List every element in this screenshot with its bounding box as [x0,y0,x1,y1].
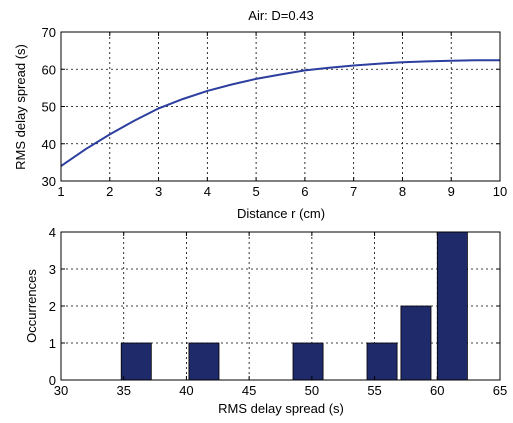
line-plot-x-tick-label: 5 [252,184,259,199]
line-plot-y-ticks: 30 40 50 60 70 [42,25,500,189]
histogram-x-tick-label: 30 [54,383,68,398]
line-plot-title: Air: D=0.43 [248,8,313,23]
histogram-x-tick-label: 35 [116,383,130,398]
histogram-y-tick-label: 0 [49,373,56,388]
line-plot-x-tick-label: 2 [106,184,113,199]
line-plot: Air: D=0.43 1 2 3 4 5 6 7 8 9 10 30 40 50 60 70 Dista… [13,8,507,221]
line-plot-y-label: RMS delay spread (s) [13,44,28,170]
line-plot-y-tick-label: 30 [42,174,56,189]
line-plot-x-tick-label: 6 [301,184,308,199]
line-plot-y-tick-label: 70 [42,25,56,40]
line-plot-y-tick-label: 40 [42,137,56,152]
histogram-x-tick-label: 40 [179,383,193,398]
histogram-y-tick-label: 4 [49,225,56,240]
histogram-bars [120,231,468,381]
line-plot-x-tick-label: 9 [448,184,455,199]
histogram-bar [292,342,324,381]
line-plot-y-tick-label: 60 [42,62,56,77]
line-plot-x-ticks: 1 2 3 4 5 6 7 8 9 10 [57,32,507,199]
line-plot-x-tick-label: 7 [350,184,357,199]
histogram-bar [400,305,432,381]
line-plot-x-tick-label: 1 [57,184,64,199]
line-plot-x-label: Distance r (cm) [237,206,325,221]
line-plot-x-tick-label: 4 [204,184,211,199]
histogram-bar [120,342,152,381]
histogram-y-ticks: 0 1 2 3 4 [49,225,500,388]
histogram-x-tick-label: 65 [493,383,507,398]
line-plot-grid [61,32,500,181]
histogram-bar [188,342,220,381]
histogram-x-ticks: 30 35 40 45 50 55 60 65 [54,232,507,398]
histogram-x-tick-label: 60 [430,383,444,398]
line-plot-x-tick-label: 10 [493,184,507,199]
histogram-x-tick-label: 55 [367,383,381,398]
line-plot-x-tick-label: 8 [399,184,406,199]
line-plot-y-tick-label: 50 [42,100,56,115]
histogram-y-label: Occurrences [24,269,39,343]
histogram-y-tick-label: 3 [49,262,56,277]
histogram-y-tick-label: 1 [49,336,56,351]
histogram-x-label: RMS delay spread (s) [218,401,344,416]
series-line [60,59,500,167]
histogram-plot: 30 35 40 45 50 55 60 65 0 1 2 3 4 RMS delay spread … [24,225,507,416]
histogram-y-tick-label: 2 [49,299,56,314]
histogram-x-tick-label: 45 [242,383,256,398]
line-plot-x-tick-label: 3 [155,184,162,199]
histogram-bar [366,342,398,381]
histogram-x-tick-label: 50 [305,383,319,398]
line-plot-series [60,59,500,167]
histogram-bar [436,231,468,381]
